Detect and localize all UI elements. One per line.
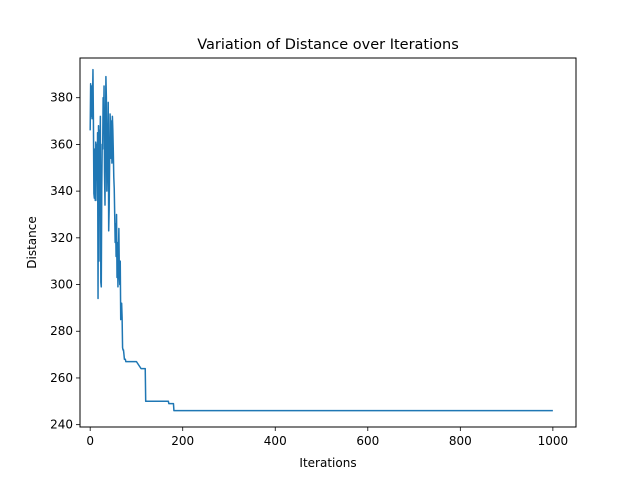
- y-axis-label: Distance: [25, 216, 39, 268]
- chart-title: Variation of Distance over Iterations: [197, 37, 459, 53]
- y-tick-label: 380: [50, 91, 73, 105]
- y-tick-label: 340: [50, 184, 73, 198]
- x-axis-label: Iterations: [299, 456, 356, 470]
- y-axis: 240 260 280 300 320 340 360 380: [50, 91, 80, 432]
- x-tick-label: 600: [356, 434, 379, 448]
- x-tick-label: 800: [449, 434, 472, 448]
- series-line-0: [89, 68, 553, 412]
- y-tick-label: 280: [50, 324, 73, 338]
- y-tick-label: 260: [50, 371, 73, 385]
- x-axis: 0 200 400 600 800 1000: [86, 427, 568, 448]
- x-tick-label: 400: [264, 434, 287, 448]
- x-tick-label: 0: [86, 434, 94, 448]
- x-tick-label: 200: [171, 434, 194, 448]
- y-tick-label: 320: [50, 231, 73, 245]
- axes-frame: [79, 57, 577, 428]
- y-tick-label: 360: [50, 137, 73, 151]
- plot-area: [89, 68, 553, 412]
- y-tick-label: 300: [50, 278, 73, 292]
- y-tick-label: 240: [50, 418, 73, 432]
- x-tick-label: 1000: [538, 434, 569, 448]
